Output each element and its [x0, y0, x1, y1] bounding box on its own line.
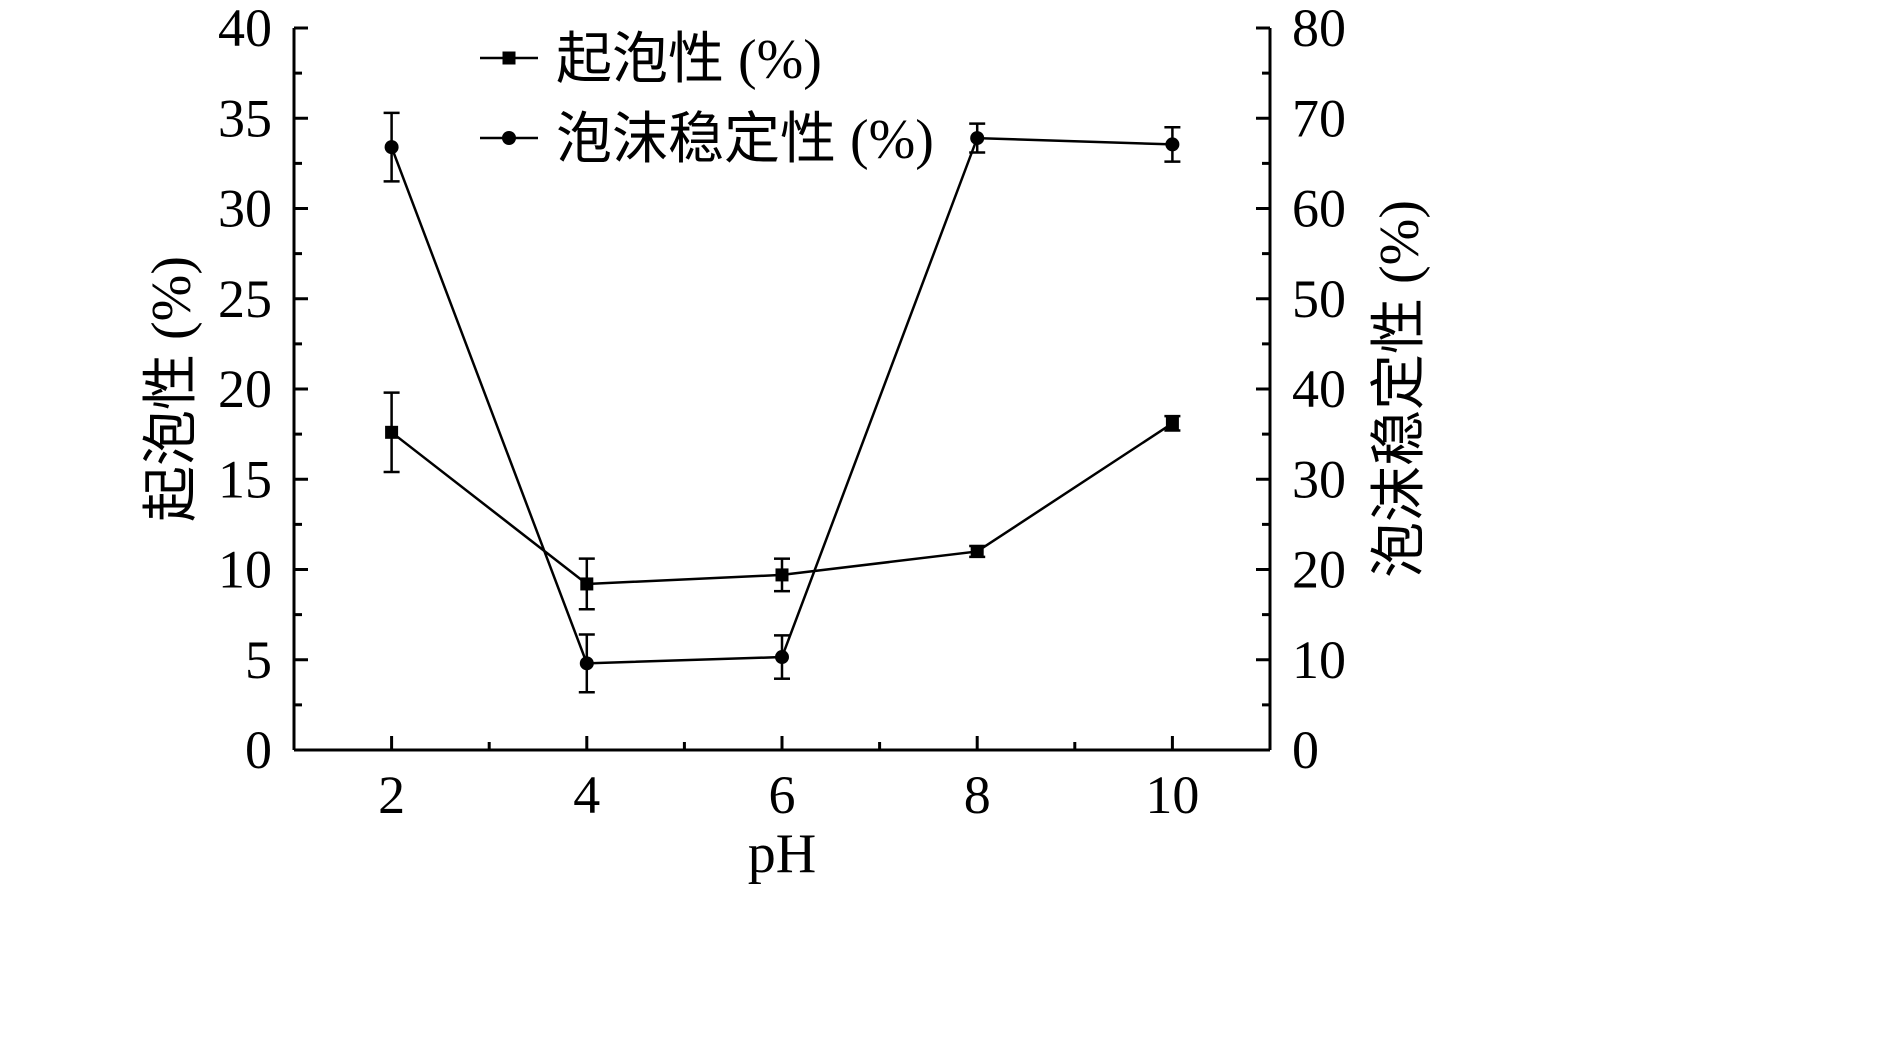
- right-y-tick-label: 40: [1292, 359, 1346, 419]
- data-point: [580, 577, 594, 591]
- legend-entry: 泡沫稳定性 (%): [480, 109, 934, 171]
- data-point: [384, 140, 399, 155]
- left-y-axis-title: 起泡性 (%): [141, 256, 203, 522]
- series-2: [383, 111, 1181, 694]
- right-y-tick-label: 10: [1292, 630, 1346, 690]
- data-point: [579, 656, 594, 671]
- legend-label: 起泡性 (%): [556, 29, 822, 91]
- data-point: [775, 650, 789, 665]
- left-y-tick-label: 35: [218, 88, 272, 148]
- right-y-tick-label: 60: [1292, 179, 1346, 239]
- data-point: [775, 568, 789, 582]
- left-y-tick-label: 0: [245, 720, 272, 780]
- left-y-tick-label: 40: [218, 0, 272, 58]
- legend-marker: [502, 131, 516, 145]
- right-y-tick-label: 70: [1292, 88, 1346, 148]
- left-y-tick-label: 10: [218, 540, 272, 600]
- data-point: [970, 544, 984, 558]
- x-axis-title: pH: [748, 823, 816, 885]
- right-y-axis-title: 泡沫稳定性 (%): [1369, 200, 1431, 578]
- x-tick-label: 4: [573, 765, 600, 825]
- right-y-tick-label: 20: [1292, 540, 1346, 600]
- legend-marker: [502, 51, 516, 65]
- x-tick-label: 8: [964, 765, 991, 825]
- data-point: [1165, 416, 1179, 430]
- legend: 起泡性 (%) 泡沫稳定性 (%): [480, 29, 934, 171]
- left-y-tick-label: 20: [218, 359, 272, 419]
- right-y-tick-label: 50: [1292, 269, 1346, 329]
- data-point: [385, 425, 399, 439]
- data-point: [1165, 137, 1180, 152]
- series-1: [383, 391, 1181, 611]
- left-y-tick-label: 25: [218, 269, 272, 329]
- legend-entry: 起泡性 (%): [480, 29, 822, 91]
- right-y-tick-label: 0: [1292, 720, 1319, 780]
- legend-label: 泡沫稳定性 (%): [556, 109, 934, 171]
- data-point: [970, 131, 985, 146]
- series-layer: [383, 111, 1181, 694]
- right-y-tick-label: 80: [1292, 0, 1346, 58]
- x-tick-label: 6: [769, 765, 796, 825]
- left-y-tick-label: 30: [218, 179, 272, 239]
- ticks: 2 4 6 8 10 0 5 10 15 20 25 30 35 40 0 10 20 30 40 50 60 70 80: [218, 0, 1346, 825]
- right-y-tick-label: 30: [1292, 449, 1346, 509]
- x-tick-label: 10: [1145, 765, 1199, 825]
- left-y-tick-label: 15: [218, 449, 272, 509]
- left-y-tick-label: 5: [245, 630, 272, 690]
- x-tick-label: 2: [378, 765, 405, 825]
